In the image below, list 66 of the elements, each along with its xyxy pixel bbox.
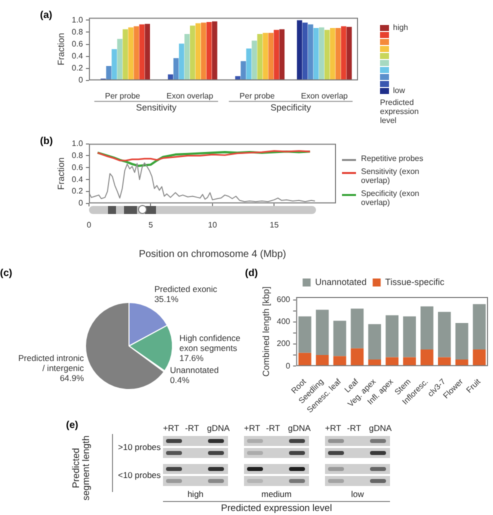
x-tick-label: Per probe <box>104 91 141 100</box>
y-tick-label: 0.4 <box>72 174 84 184</box>
x-axis-title: Position on chromosome 4 (Mbp) <box>138 248 286 260</box>
y-axis-title: Fraction <box>56 157 66 190</box>
chart-title: (c) <box>0 268 12 279</box>
text: Predicted expression level <box>220 503 333 514</box>
text: Specificity <box>270 102 312 112</box>
category-label: >10 probes <box>118 442 161 452</box>
text: -RT <box>266 423 280 433</box>
x-tick-label: Exon overlap <box>301 91 348 100</box>
category-label: high <box>186 489 205 499</box>
x-tick-label: 10 <box>208 220 218 230</box>
legend-label: Specificity (exon overlap) <box>361 189 420 207</box>
y-tick-label: 0 <box>286 361 291 370</box>
legend-label: Repetitive probes <box>361 154 424 163</box>
y-axis-title: Fraction <box>56 32 66 66</box>
chart-title: (a) <box>40 10 52 21</box>
y-tick-label: 400 <box>276 317 291 326</box>
legend-label: Unannotated <box>315 276 367 287</box>
x-tick-label: Per probe <box>240 91 276 100</box>
text: gDNA <box>369 423 392 433</box>
legend-label: Tissue-specific <box>385 276 445 287</box>
text: Predicted exonic 35.1% <box>154 284 218 304</box>
legend-label: low <box>393 86 406 95</box>
legend-label: high <box>393 23 410 32</box>
x-tick-label: 0 <box>86 220 92 230</box>
text: Predicted segment length <box>71 434 92 502</box>
text: gDNA <box>207 423 230 433</box>
x-tick-label: 15 <box>270 220 280 230</box>
legend-label: Sensitivity (exon overlap) <box>361 167 420 185</box>
text: +RT <box>325 423 342 433</box>
y-tick-label: 0.4 <box>72 52 84 61</box>
y-tick-label: 1.0 <box>72 139 84 148</box>
y-tick-label: 0.2 <box>72 64 84 73</box>
data-label: 0.4% <box>170 374 190 385</box>
chart-title: (d) <box>245 268 258 279</box>
y-tick-label: 200 <box>276 339 291 348</box>
legend-title: Predicted expression level <box>380 98 420 125</box>
slice-label: Predicted intronic / intergenic <box>18 353 85 374</box>
slice-label: High confidence exon segments <box>179 333 241 354</box>
y-tick-label: 0.6 <box>72 162 84 172</box>
y-tick-label: 0.2 <box>72 186 84 196</box>
category-label: <10 probes <box>118 470 161 480</box>
y-tick-label: 1.0 <box>72 15 84 24</box>
text: -RT <box>185 423 200 433</box>
y-tick-label: 600 <box>276 294 291 304</box>
text: (e) <box>66 420 78 431</box>
y-tick-label: 0 <box>78 76 84 85</box>
y-tick-label: 0.6 <box>72 39 84 48</box>
x-tick-label: Exon overlap <box>166 91 214 100</box>
category-label: medium <box>260 489 293 499</box>
y-tick-label: 0.8 <box>72 150 84 160</box>
chart-title: (b) <box>40 136 53 147</box>
y-axis-title: Combined length [kbp] <box>260 286 271 377</box>
data-label: 17.6% <box>179 353 204 364</box>
data-label: 64.9% <box>60 373 84 384</box>
text: -RT <box>347 423 362 433</box>
slice-label: Unannotated <box>170 364 219 375</box>
category-label: low <box>350 489 365 499</box>
text: gDNA <box>288 423 311 433</box>
x-tick-label: 5 <box>148 220 154 230</box>
y-tick-label: 0 <box>78 198 84 208</box>
text: +RT <box>244 423 260 433</box>
y-tick-label: 0.8 <box>72 27 84 36</box>
text: Sensitivity <box>136 102 177 112</box>
text: +RT <box>163 423 180 433</box>
